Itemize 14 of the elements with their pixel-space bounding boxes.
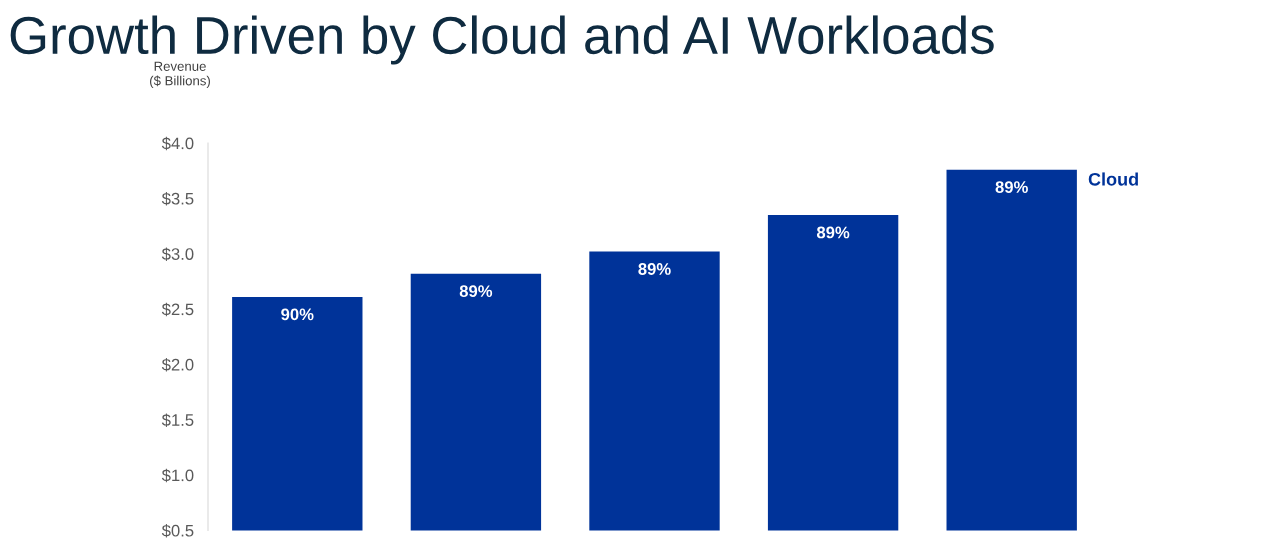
annotation: 89%: [995, 181, 1028, 193]
y-tick-label: $1.5: [161, 413, 194, 427]
y-tick-label: $2.0: [161, 358, 194, 372]
y-tick-label: $3.5: [161, 192, 194, 206]
annotation: 89%: [638, 263, 671, 275]
y-tick-label: $1.0: [161, 468, 194, 483]
y-tick-label: $0.5: [161, 524, 194, 538]
y-tick-label: $4.0: [161, 136, 194, 151]
annotation: 90%: [281, 308, 314, 321]
series-label: Cloud: [1088, 172, 1138, 186]
y-tick-label: $2.5: [161, 302, 194, 317]
y-tick-label: $3.0: [161, 247, 194, 261]
annotation: 89%: [459, 285, 493, 298]
annotation: 89%: [816, 226, 850, 239]
